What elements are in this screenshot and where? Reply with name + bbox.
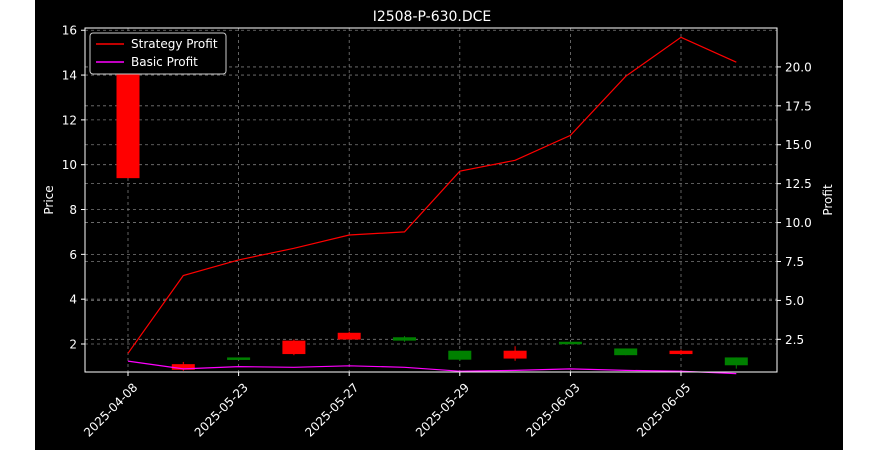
right-axis-label: Profit [821,184,835,216]
candle-body [227,357,251,360]
plot-frame [84,27,778,373]
chart-title: I2508-P-630.DCE [373,9,492,25]
candle-body [669,350,693,355]
left-tick-label: 16 [62,24,77,38]
candle-body [337,332,361,340]
candle-body [282,340,306,355]
candle-body [614,348,638,356]
strategy-profit-line [127,36,737,354]
right-tick-label: 10.0 [785,216,812,230]
right-tick-label: 20.0 [785,60,812,74]
right-y-axis: 2.5 5.0 7.5 10.0 12.5 15.0 17.5 20.0 [777,60,812,347]
grid-lines [85,28,777,372]
legend-strategy-label: Strategy Profit [131,37,218,51]
candle-body [448,350,472,360]
left-tick-label: 14 [62,69,77,83]
right-tick-label: 17.5 [785,99,812,113]
left-tick-label: 4 [69,293,77,307]
candle-body [724,357,748,366]
right-tick-label: 7.5 [785,255,804,269]
legend-basic-label: Basic Profit [131,55,198,69]
right-tick-label: 12.5 [785,177,812,191]
right-tick-label: 2.5 [785,333,804,347]
legend: Strategy Profit Basic Profit [89,32,227,75]
candle-body [558,341,582,345]
left-axis-label: Price [42,185,56,214]
candle-body [503,350,527,359]
left-tick-label: 12 [62,113,77,127]
basic-profit-line [127,360,737,375]
right-tick-label: 5.0 [785,294,804,308]
left-tick-label: 8 [69,203,77,217]
right-tick-label: 15.0 [785,138,812,152]
left-tick-label: 2 [69,337,77,351]
candle-body [116,43,140,179]
left-tick-label: 10 [62,158,77,172]
candle-body [171,364,195,370]
profit-lines [127,36,737,375]
left-tick-label: 6 [69,248,77,262]
candle-body [393,337,416,341]
left-y-axis: 2 4 6 8 10 12 14 16 [62,24,85,351]
